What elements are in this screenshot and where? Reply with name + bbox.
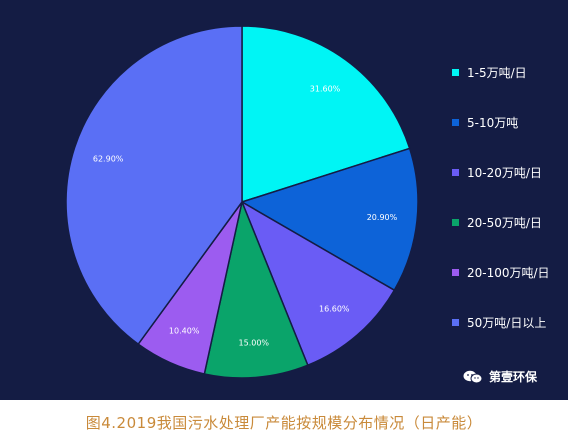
legend-swatch xyxy=(452,68,459,76)
slice-label-0: 31.60% xyxy=(310,84,341,93)
chart-legend: 1-5万吨/日 5-10万吨 10-20万吨/日 20-50万吨/日 20-100万吨/… xyxy=(452,62,564,362)
slice-label-2: 16.60% xyxy=(319,304,350,313)
legend-label: 20-50万吨/日 xyxy=(467,215,542,230)
legend-label: 20-100万吨/日 xyxy=(467,265,550,280)
legend-swatch xyxy=(452,118,459,126)
pie-slice-5 xyxy=(65,25,243,346)
slice-label-3: 15.00% xyxy=(239,338,270,347)
figure-caption: 图4.2019我国污水处理厂产能按规模分布情况（日产能） xyxy=(85,414,483,432)
legend-item-5: 50万吨/日以上 xyxy=(452,312,564,332)
brand-watermark: 第壹环保 xyxy=(463,368,537,385)
wechat-icon xyxy=(463,370,483,384)
legend-item-2: 10-20万吨/日 xyxy=(452,162,564,182)
legend-item-1: 5-10万吨 xyxy=(452,112,564,132)
pie-slice-3 xyxy=(203,199,309,379)
pie-chart: 31.60% 20.90% 16.60% 15.00% 10.40% 62.90% xyxy=(65,25,419,379)
legend-label: 10-20万吨/日 xyxy=(467,165,542,180)
legend-swatch xyxy=(452,318,459,326)
slice-label-5: 62.90% xyxy=(93,154,124,163)
legend-swatch xyxy=(452,268,459,276)
legend-item-3: 20-50万吨/日 xyxy=(452,212,564,232)
pie-slice-1 xyxy=(240,147,419,292)
pie-slice-2 xyxy=(240,200,396,367)
pie-slice-0 xyxy=(241,25,411,204)
legend-swatch xyxy=(452,218,459,226)
brand-name: 第壹环保 xyxy=(489,370,538,384)
slice-label-1: 20.90% xyxy=(367,213,398,222)
legend-item-0: 1-5万吨/日 xyxy=(452,62,564,82)
slice-label-4: 10.40% xyxy=(169,326,200,335)
legend-swatch xyxy=(452,168,459,176)
legend-label: 5-10万吨 xyxy=(467,115,519,130)
legend-label: 1-5万吨/日 xyxy=(467,65,527,80)
legend-item-4: 20-100万吨/日 xyxy=(452,262,564,282)
legend-label: 50万吨/日以上 xyxy=(467,315,547,330)
